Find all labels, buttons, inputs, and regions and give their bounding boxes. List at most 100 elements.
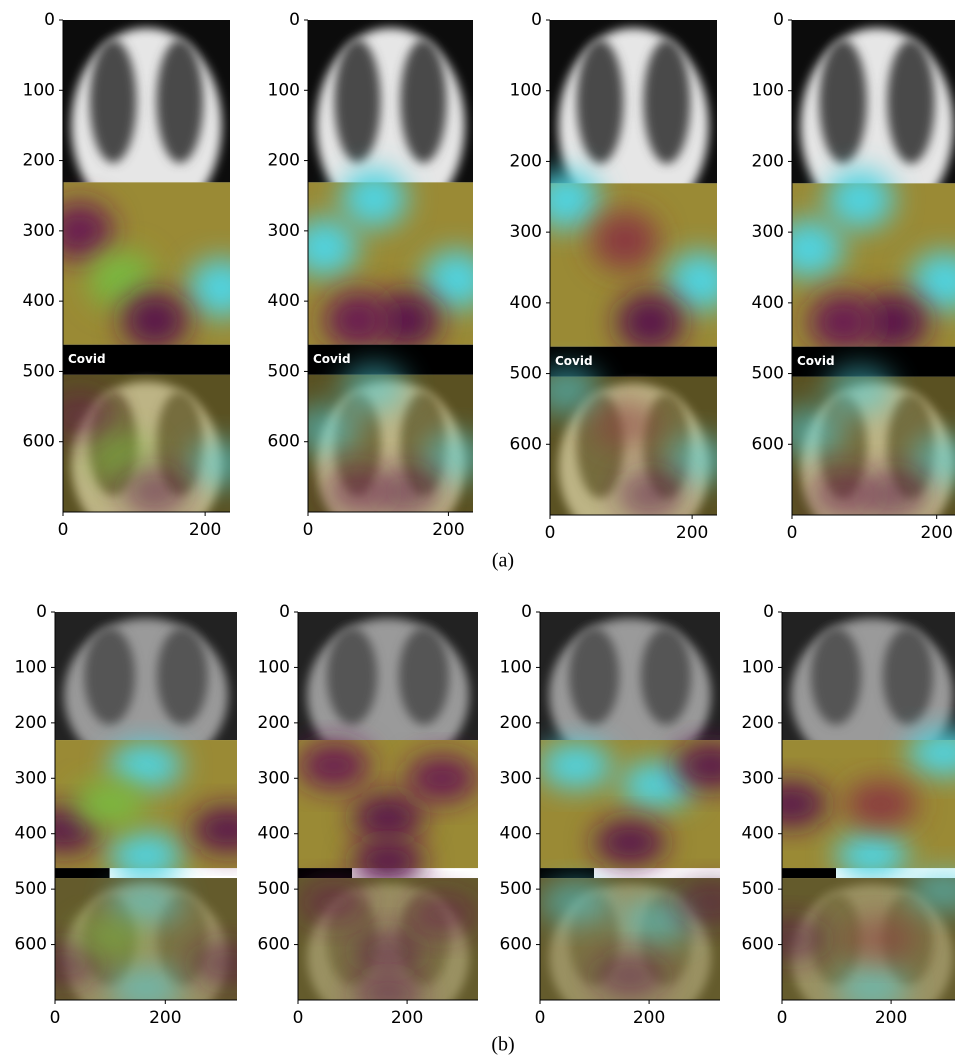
y-tick-label: 0 [531, 10, 542, 30]
annotation: Covid [797, 354, 835, 368]
lung [819, 40, 867, 164]
y-tick-label: 600 [15, 935, 47, 955]
heat-blob [424, 432, 490, 481]
lung [641, 627, 691, 724]
heat-blob [192, 807, 265, 853]
y-tick-label: 500 [752, 364, 784, 384]
heat-blob [121, 467, 188, 516]
image-panel [28, 612, 265, 1030]
heat-blob [836, 966, 908, 1010]
heat-blob [192, 941, 265, 985]
y-tick-label: 200 [268, 151, 300, 171]
heat-blob [73, 917, 146, 961]
heat-blob [110, 966, 183, 1010]
heat-blob [775, 219, 843, 278]
y-tick-label: 500 [23, 361, 55, 381]
heat-blob [341, 169, 407, 227]
lung [334, 39, 380, 162]
heat-blob [675, 743, 747, 789]
heat-blob [533, 366, 600, 416]
caption: (a) [492, 550, 514, 572]
y-tick-label: 0 [36, 602, 47, 622]
y-tick-label: 500 [268, 361, 300, 381]
y-tick-label: 200 [752, 151, 784, 171]
heat-blob [110, 832, 183, 878]
y-tick-label: 100 [752, 81, 784, 101]
x-tick-label: 200 [676, 523, 708, 543]
x-tick-label: 0 [777, 1008, 788, 1028]
y-tick-label: 200 [510, 151, 542, 171]
y-tick-label: 600 [500, 935, 532, 955]
image-panel [298, 612, 478, 1030]
x-tick-label: 0 [545, 523, 556, 543]
x-tick-label: 200 [149, 1008, 181, 1028]
image-panel [46, 20, 255, 546]
heat-blob [775, 407, 843, 457]
heat-blob [667, 435, 734, 485]
x-tick-label: 0 [58, 520, 69, 540]
lung [569, 627, 619, 724]
y-tick-label: 400 [510, 293, 542, 313]
y-tick-label: 200 [23, 151, 55, 171]
lung [644, 40, 691, 164]
y-tick-label: 100 [258, 657, 290, 677]
heat-blob [592, 400, 659, 450]
image-panel [540, 612, 747, 1030]
lung [811, 627, 861, 724]
y-tick-label: 500 [15, 879, 47, 899]
y-tick-label: 600 [268, 432, 300, 452]
heat-blob [325, 291, 391, 349]
heat-blob [675, 881, 747, 925]
annotation: Covid [313, 352, 351, 366]
y-tick-label: 100 [742, 657, 774, 677]
caption: (b) [491, 1034, 514, 1056]
image-panel [775, 20, 955, 550]
y-tick-label: 0 [279, 602, 290, 622]
annotation: Covid [68, 352, 106, 366]
y-tick-label: 400 [742, 824, 774, 844]
heat-blob [46, 202, 113, 260]
y-tick-label: 600 [23, 432, 55, 452]
lung [90, 39, 137, 162]
heat-blob [188, 259, 255, 317]
heat-blob [352, 839, 424, 885]
image-panel [755, 612, 955, 1030]
y-tick-label: 200 [15, 713, 47, 733]
lung [577, 40, 624, 164]
y-tick-label: 100 [268, 80, 300, 100]
y-tick-label: 100 [500, 657, 532, 677]
y-tick-label: 500 [500, 879, 532, 899]
y-tick-label: 600 [742, 935, 774, 955]
y-tick-label: 0 [521, 602, 532, 622]
heat-blob [341, 364, 407, 413]
label-bar [55, 868, 110, 878]
heat-blob [352, 794, 424, 840]
y-tick-label: 400 [15, 824, 47, 844]
y-tick-label: 400 [500, 824, 532, 844]
heat-blob [667, 252, 734, 311]
y-tick-label: 100 [510, 81, 542, 101]
y-tick-label: 300 [500, 768, 532, 788]
y-tick-label: 600 [752, 434, 784, 454]
heat-blob [325, 467, 391, 516]
heat-blob [594, 819, 666, 865]
x-tick-label: 200 [633, 1008, 665, 1028]
x-tick-label: 200 [432, 520, 464, 540]
y-tick-label: 500 [742, 879, 774, 899]
y-tick-label: 300 [15, 768, 47, 788]
heat-blob [617, 469, 684, 519]
x-tick-label: 0 [787, 523, 798, 543]
heat-blob [594, 954, 666, 998]
x-tick-label: 0 [535, 1008, 546, 1028]
y-tick-label: 300 [268, 221, 300, 241]
heat-blob [406, 755, 478, 801]
heat-blob [809, 469, 877, 519]
y-tick-label: 200 [500, 713, 532, 733]
x-tick-label: 0 [50, 1008, 61, 1028]
lung [157, 627, 208, 724]
lung [399, 627, 449, 724]
heat-blob [592, 211, 659, 270]
y-tick-label: 400 [268, 291, 300, 311]
heat-blob [540, 743, 612, 789]
lung [157, 39, 204, 162]
